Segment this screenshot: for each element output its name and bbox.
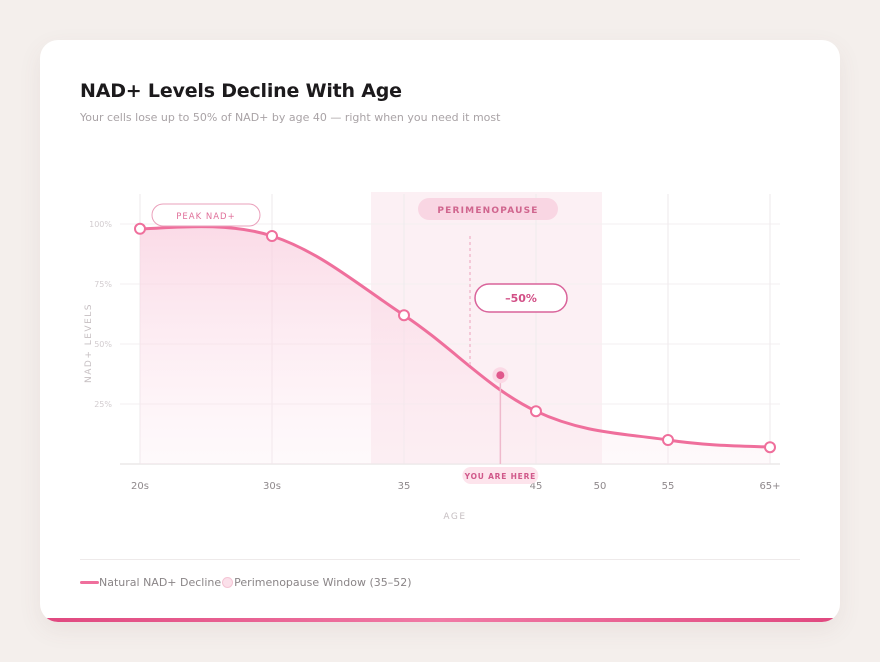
you-are-here-pill <box>462 467 539 484</box>
legend-line-swatch <box>80 581 99 584</box>
you-are-here-label: YOU ARE HERE <box>464 472 536 481</box>
perimenopause-label: PERIMENOPAUSE <box>437 206 538 216</box>
you-are-here-dot <box>496 371 505 380</box>
data-point <box>764 441 776 454</box>
chart-title: NAD+ Levels Decline With Age <box>80 80 402 102</box>
legend-item-decline: Natural NAD+ Decline <box>99 576 222 589</box>
y-tick-label: 100% <box>89 220 112 229</box>
data-point <box>266 230 278 242</box>
y-tick-label: 25% <box>94 400 112 409</box>
y-tick-label: 75% <box>94 280 112 289</box>
y-axis-title: NAD+ LEVELS <box>84 303 94 383</box>
divider <box>80 559 800 560</box>
x-tick-label: 35 <box>398 481 411 492</box>
data-point <box>662 434 674 446</box>
accent-bar <box>40 618 840 622</box>
drop-pill <box>474 283 568 313</box>
area-fill <box>140 226 770 464</box>
x-tick-label: 65+ <box>759 481 780 492</box>
legend: Natural NAD+ Decline Perimenopause Windo… <box>80 576 412 589</box>
x-tick-label: 50 <box>594 481 607 492</box>
x-axis-title: AGE <box>443 512 466 522</box>
y-tick-label: 50% <box>94 340 112 349</box>
x-tick-label: 45 <box>530 481 543 492</box>
data-point <box>134 222 146 235</box>
peak-pill <box>151 203 261 227</box>
legend-dot-swatch <box>222 577 234 588</box>
legend-item-window: Perimenopause Window (35–52) <box>234 576 412 589</box>
data-point <box>398 309 410 322</box>
chart-card: NAD+ Levels Decline With Age Your cells … <box>40 40 840 622</box>
peak-label: PEAK NAD+ <box>176 212 235 222</box>
x-tick-label: 55 <box>662 481 675 492</box>
drop-label: –50% <box>505 292 537 305</box>
x-tick-label: 30s <box>263 481 281 492</box>
data-point <box>530 405 542 418</box>
chart-subtitle: Your cells lose up to 50% of NAD+ by age… <box>80 111 501 124</box>
nad-chart: 100% 75% 50% 25% 20s 30s 35 45 50 55 65+ AGE NAD+ LE… <box>84 192 781 522</box>
x-tick-label: 20s <box>131 481 149 492</box>
perimenopause-pill <box>418 198 558 220</box>
